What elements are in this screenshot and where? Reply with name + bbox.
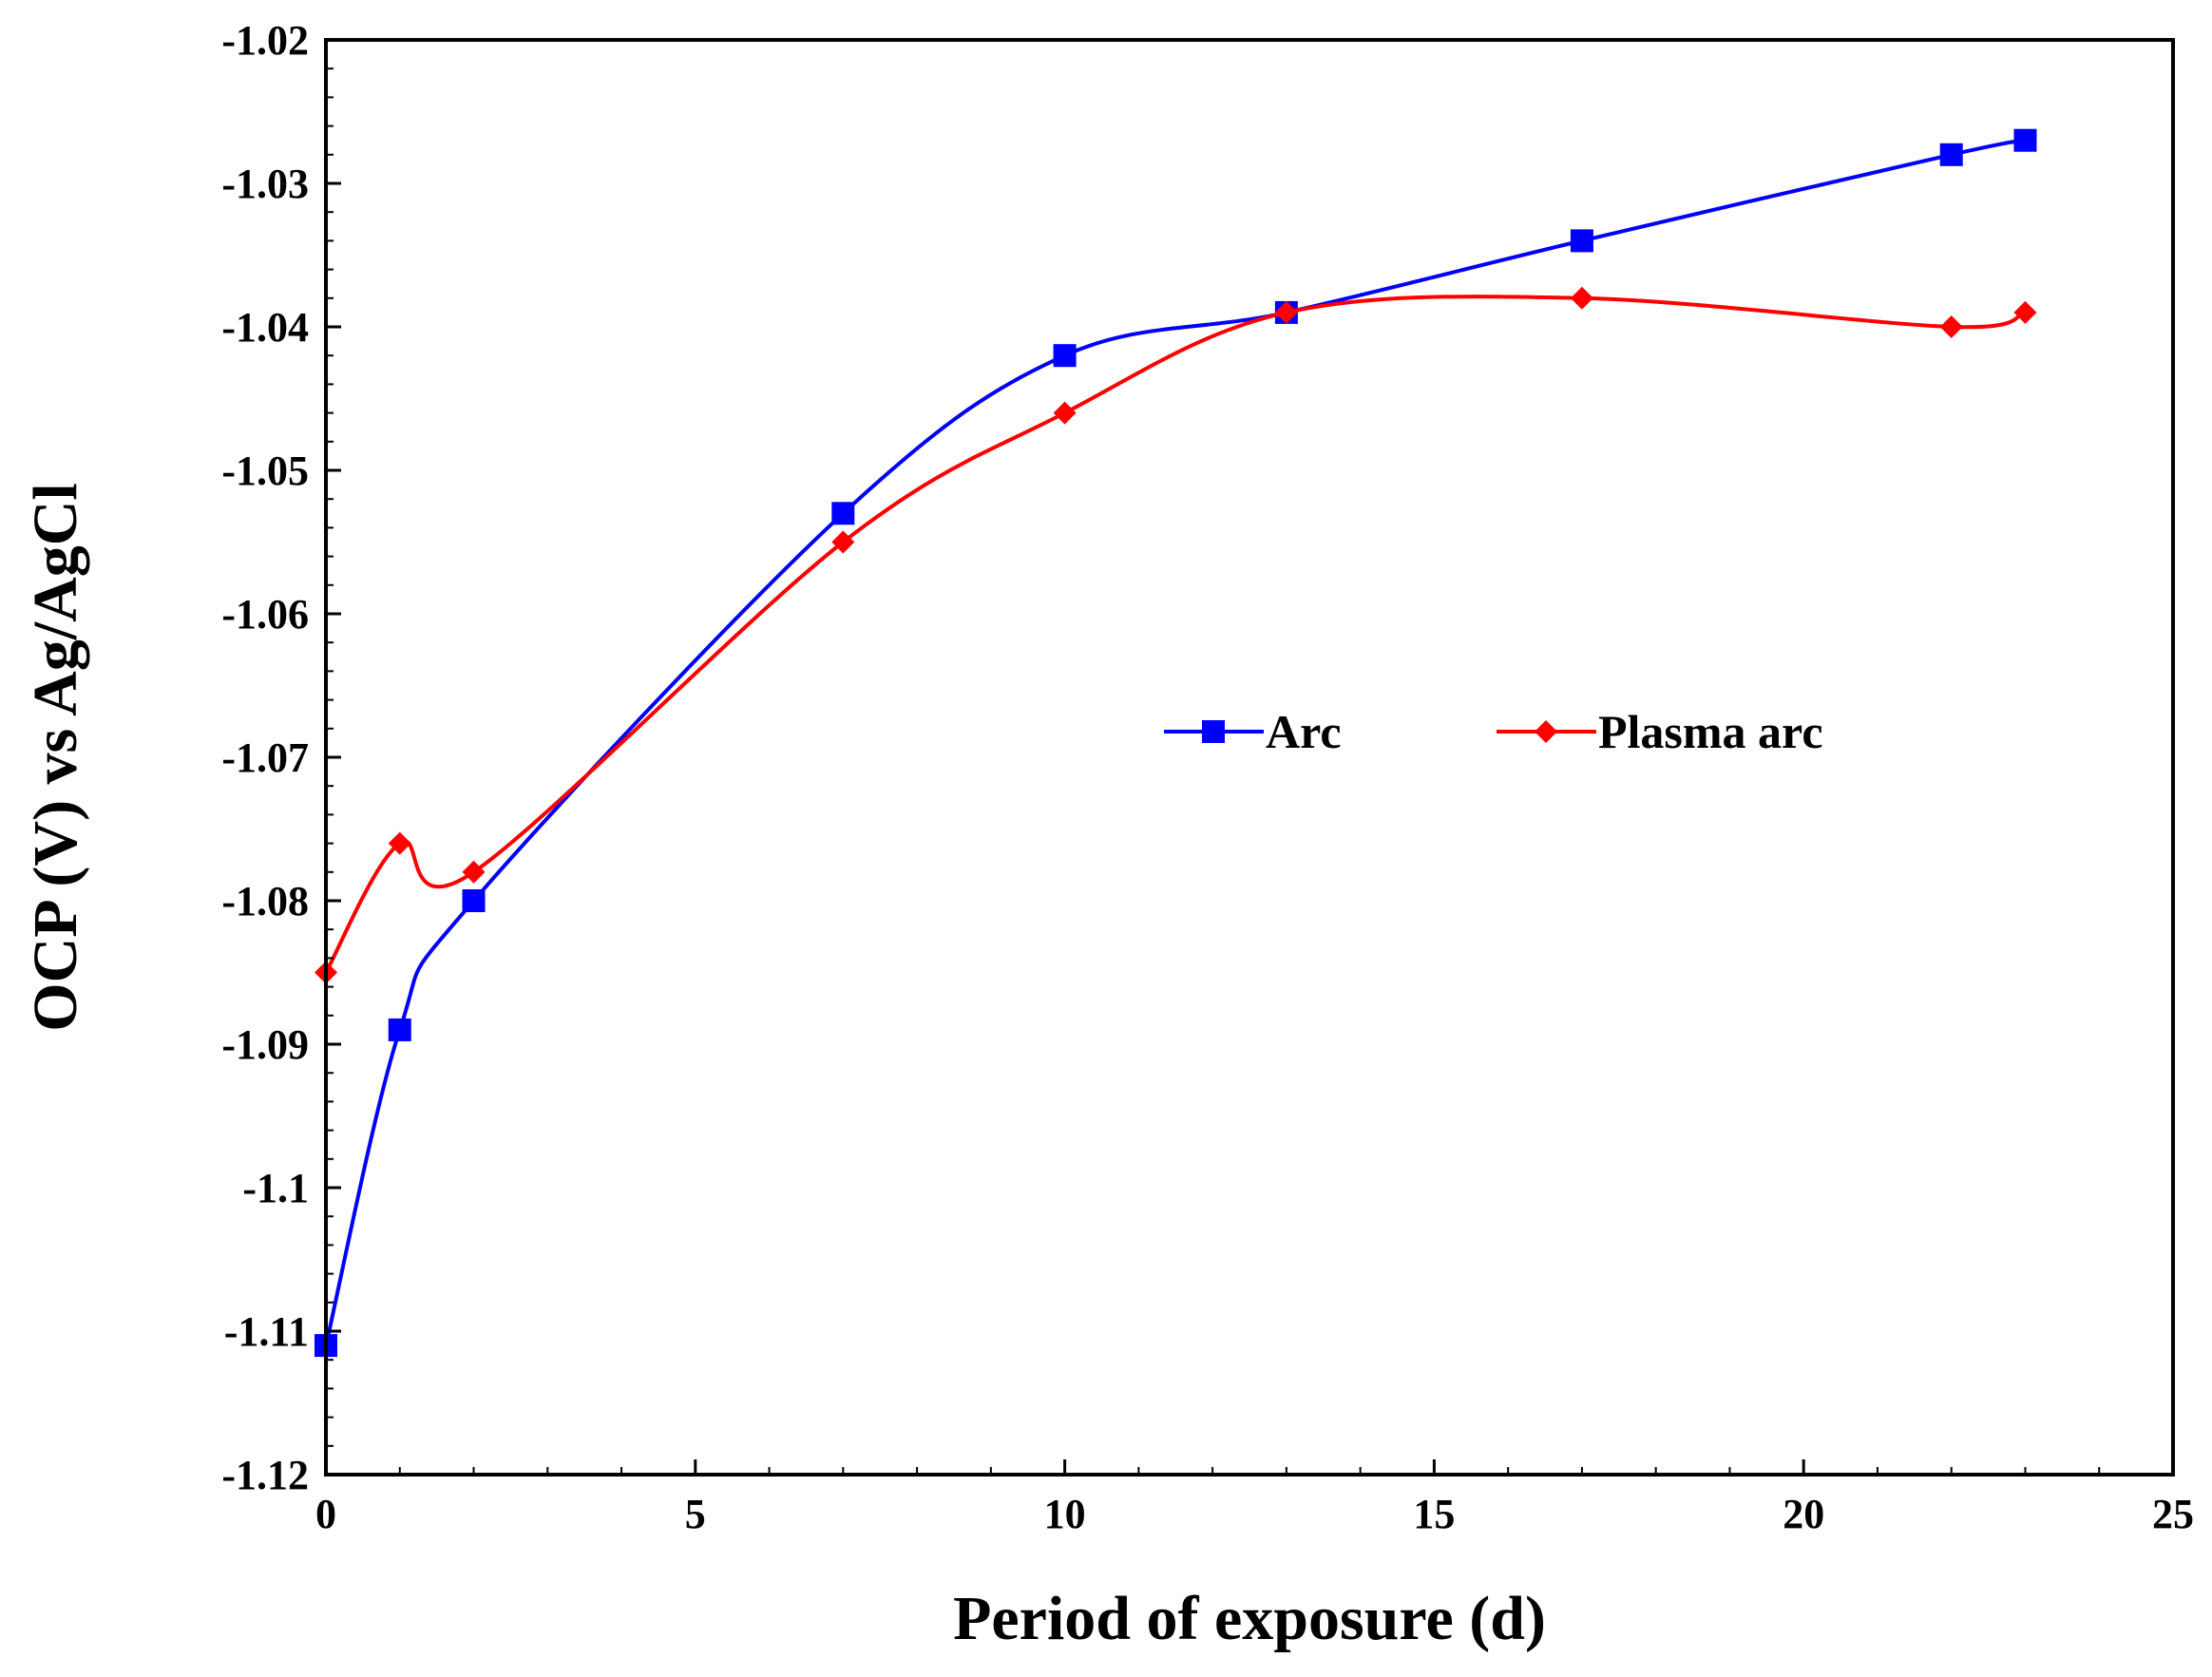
data-point-plasma-arc <box>388 831 411 855</box>
series-plasma-arc <box>315 286 2037 984</box>
y-tick-label: -1.04 <box>221 304 309 351</box>
x-tick-label: 5 <box>685 1491 706 1537</box>
y-tick-label: -1.03 <box>221 161 309 207</box>
data-point-plasma-arc <box>831 530 855 554</box>
series-arc <box>315 128 2037 1358</box>
data-point-arc <box>1053 344 1077 368</box>
y-axis-title: OCP (V) vs Ag/AgCl <box>21 483 90 1032</box>
data-point-arc <box>388 1018 411 1041</box>
series-layer <box>315 128 2037 1358</box>
data-point-arc <box>2013 128 2037 152</box>
y-tick-label: -1.09 <box>221 1021 309 1068</box>
y-tick-label: -1.12 <box>221 1452 309 1498</box>
data-point-plasma-arc <box>2013 300 2037 324</box>
legend-label-arc: Arc <box>1266 705 1342 758</box>
y-tick-label: -1.07 <box>221 734 309 781</box>
legend: Arc Plasma arc <box>1164 705 1823 758</box>
axes-layer: -1.02 -1.03 -1.04 -1.05 -1.06 -1.07 -1.08 -1.09… <box>221 17 2194 1537</box>
data-point-plasma-arc <box>462 860 486 884</box>
x-axis-title: Period of exposure (d) <box>953 1584 1546 1653</box>
legend-item-arc: Arc <box>1164 705 1342 758</box>
x-tick-label: 25 <box>2152 1491 2194 1537</box>
data-point-arc <box>1570 229 1593 253</box>
x-tick-label: 20 <box>1783 1491 1824 1537</box>
data-point-arc <box>831 502 855 525</box>
x-tick-label: 10 <box>1044 1491 1086 1537</box>
legend-label-plasma-arc: Plasma arc <box>1598 705 1823 758</box>
y-tick-label: -1.1 <box>242 1165 309 1211</box>
legend-marker-plasma-arc <box>1535 720 1557 743</box>
x-tick-label: 15 <box>1413 1491 1455 1537</box>
data-point-plasma-arc <box>1053 401 1077 425</box>
data-point-plasma-arc <box>1570 286 1593 310</box>
data-point-arc <box>1939 143 1963 166</box>
y-tick-label: -1.02 <box>221 17 309 64</box>
x-tick-label: 0 <box>315 1491 336 1537</box>
y-tick-label: -1.06 <box>221 591 309 638</box>
y-tick-label: -1.05 <box>221 448 309 494</box>
data-point-plasma-arc <box>1274 300 1298 324</box>
series-line-arc <box>324 138 2026 1346</box>
legend-marker-arc <box>1202 720 1225 743</box>
legend-item-plasma-arc: Plasma arc <box>1497 705 1823 758</box>
data-point-arc <box>462 889 486 912</box>
y-tick-label: -1.11 <box>224 1308 309 1355</box>
data-point-plasma-arc <box>1939 315 1963 338</box>
y-tick-label: -1.08 <box>221 878 309 924</box>
